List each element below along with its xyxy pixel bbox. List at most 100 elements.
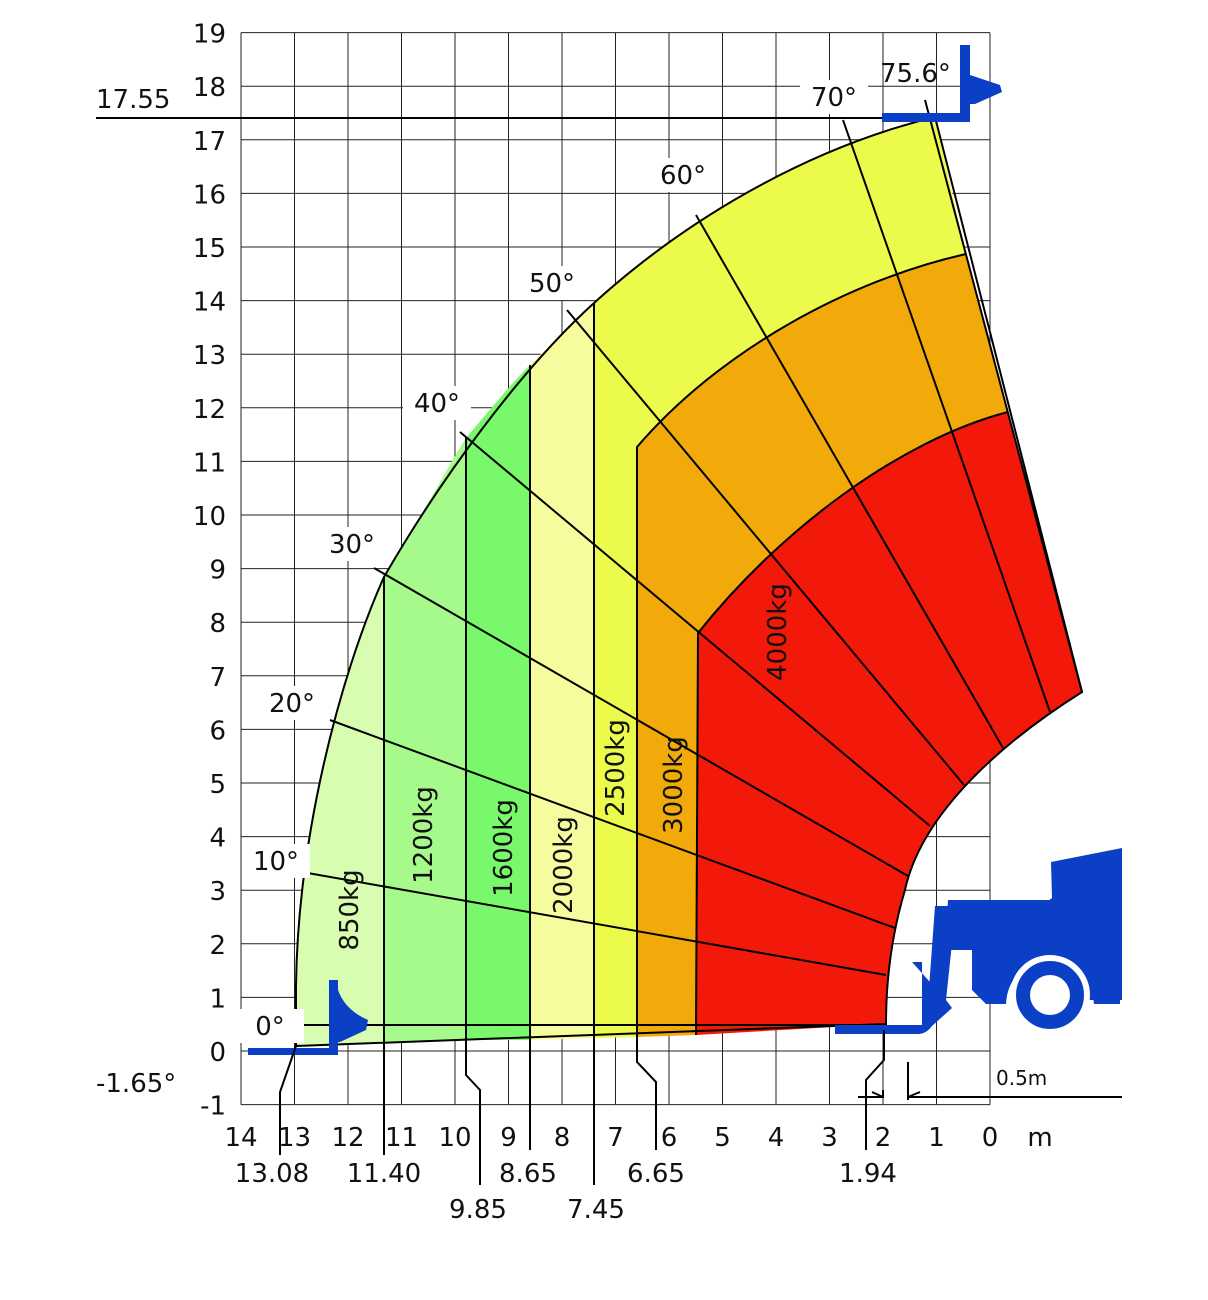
y-tick-label: -1 — [200, 1092, 226, 1122]
y-tick-label: 6 — [209, 716, 226, 746]
boom-line-60 — [695, 214, 1004, 749]
annotations: 17.55 -1.65° 0.5m 75.6° — [96, 59, 1047, 1099]
x-tick-label: 7 — [607, 1123, 624, 1153]
capacity-label: 1200kg — [409, 786, 439, 884]
x-tick-label: 6 — [661, 1123, 678, 1153]
y-tick-label: 5 — [209, 770, 226, 800]
load-zones — [296, 117, 1082, 1046]
fork-carriage-low — [835, 962, 952, 1034]
x-tick-label: 8 — [554, 1123, 571, 1153]
outer-boundary — [295, 115, 1084, 1047]
y-tick-label: 14 — [193, 288, 226, 318]
truck-hub — [1030, 975, 1070, 1015]
zone-3000kg — [637, 254, 1008, 1037]
fork-high — [882, 45, 1002, 122]
angle-label: 20° — [269, 689, 315, 719]
y-tick-label: 3 — [209, 877, 226, 907]
truck-body — [945, 900, 1120, 1004]
boom-line-30 — [373, 567, 909, 877]
y-tick-label: 16 — [193, 180, 226, 210]
boom-line-70 — [842, 119, 1051, 713]
scale-bar — [858, 1062, 1122, 1100]
x-tick-label: 12 — [331, 1123, 364, 1153]
angle-label-bg — [800, 80, 868, 114]
max-angle-label: 75.6° — [880, 59, 951, 89]
boom-angle-labels: 0° 10° 20° 30° 40° 50° 60° 70° — [236, 80, 868, 1043]
x-tick-label: 10 — [438, 1123, 471, 1153]
boom-line-10 — [301, 871, 887, 976]
capacity-label: 2500kg — [601, 719, 631, 817]
y-tick-label: 18 — [193, 73, 226, 103]
callout-leader — [636, 1037, 657, 1150]
capacity-label: 2000kg — [549, 816, 579, 914]
telehandler-machine — [248, 45, 1122, 1055]
x-tick-label: 0 — [982, 1123, 999, 1153]
x-tick-label: 1 — [928, 1123, 945, 1153]
x-tick-label: 13 — [278, 1123, 311, 1153]
y-tick-label: 9 — [209, 556, 226, 586]
angle-label: 30° — [329, 530, 375, 560]
y-tick-label: 15 — [193, 234, 226, 264]
x-tick-label: 2 — [875, 1123, 892, 1153]
angle-label-bg — [403, 386, 471, 420]
boundary-callout: 8.65 — [499, 1159, 557, 1189]
zone-2000kg — [530, 303, 594, 1040]
y-tick-label: 0 — [209, 1038, 226, 1068]
min-angle-label: -1.65° — [96, 1069, 176, 1099]
zone-4000kg — [696, 412, 1082, 1035]
y-tick-label: 13 — [193, 341, 226, 371]
x-unit-label: m — [1027, 1123, 1052, 1153]
angle-label: 40° — [414, 389, 460, 419]
angle-label-bg — [318, 527, 386, 561]
capacity-label: 850kg — [335, 869, 365, 950]
capacity-label: 3000kg — [659, 736, 689, 834]
y-tick-label: 19 — [193, 20, 226, 50]
max-height-label: 17.55 — [96, 85, 170, 115]
boundary-callout: 11.40 — [347, 1159, 421, 1189]
x-tick-label: 5 — [714, 1123, 731, 1153]
y-tick-label: 4 — [209, 824, 226, 854]
angle-label: 0° — [255, 1012, 285, 1042]
y-tick-label: 8 — [209, 609, 226, 639]
y-tick-label: 1 — [209, 984, 226, 1014]
zone-1200kg — [384, 438, 466, 1043]
y-tick-label: 12 — [193, 395, 226, 425]
y-tick-label: 2 — [209, 931, 226, 961]
boom-line-20 — [329, 719, 896, 929]
zone-2500kg-upper — [594, 117, 966, 1038]
fork-min — [248, 980, 368, 1055]
x-tick-label: 11 — [385, 1123, 418, 1153]
x-tick-label: 9 — [500, 1123, 517, 1153]
angle-label: 50° — [529, 269, 575, 299]
boom-line-40 — [459, 431, 931, 827]
boundary-callout: 1.94 — [839, 1159, 897, 1189]
x-axis: 14 13 12 11 10 9 8 7 6 5 4 3 2 1 0 m — [224, 1123, 1052, 1153]
zone-850kg — [296, 577, 384, 1046]
zone-1600kg — [466, 365, 530, 1040]
boundary-callout: 7.45 — [567, 1195, 625, 1225]
callout-leader — [465, 1040, 481, 1185]
angle-label: 10° — [253, 847, 299, 877]
x-tick-label: 14 — [224, 1123, 257, 1153]
boom-arm — [928, 906, 956, 1002]
angle-label-bg — [236, 1009, 304, 1043]
boundary-callout: 13.08 — [235, 1159, 309, 1189]
inner-boundary-4000 — [695, 411, 1009, 1036]
angle-label: 70° — [811, 83, 857, 113]
x-tick-label: 3 — [821, 1123, 838, 1153]
y-tick-label: 11 — [193, 448, 226, 478]
angle-label-bg — [518, 266, 586, 300]
capacity-label: 1600kg — [489, 799, 519, 897]
y-tick-label: 17 — [193, 127, 226, 157]
x-tick-label: 4 — [768, 1123, 785, 1153]
angle-label-bg — [649, 158, 717, 192]
boundary-callout: 9.85 — [449, 1195, 507, 1225]
boom-line-75 — [924, 99, 1083, 693]
angle-label-bg — [258, 686, 326, 720]
y-tick-label: 7 — [209, 663, 226, 693]
angle-label: 60° — [660, 161, 706, 191]
capacity-labels: 850kg 1200kg 1600kg 2000kg 2500kg 3000kg 4000k… — [335, 583, 793, 950]
capacity-label: 4000kg — [763, 583, 793, 681]
